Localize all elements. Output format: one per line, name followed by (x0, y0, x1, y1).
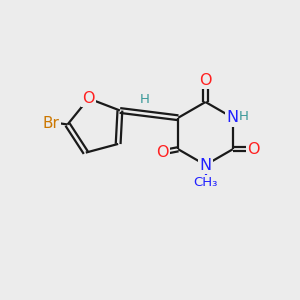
Text: O: O (82, 91, 95, 106)
Text: H: H (140, 93, 149, 106)
Text: N: N (227, 110, 239, 125)
Text: O: O (156, 145, 169, 160)
Text: Br: Br (43, 116, 59, 130)
Text: H: H (239, 110, 249, 123)
Text: N: N (200, 158, 211, 172)
Text: O: O (199, 73, 212, 88)
Text: CH₃: CH₃ (193, 176, 218, 189)
Text: O: O (247, 142, 260, 157)
